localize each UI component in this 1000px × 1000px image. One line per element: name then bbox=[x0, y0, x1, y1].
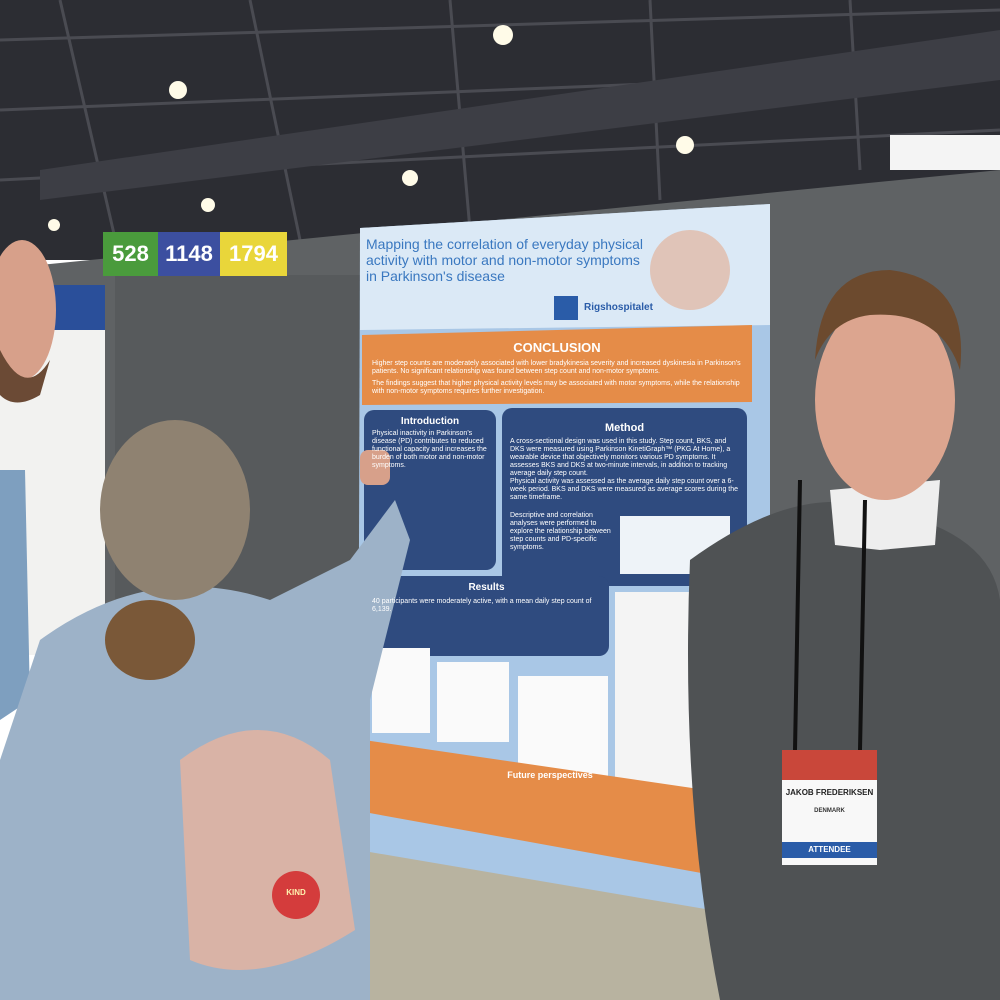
sign-number: 1148 bbox=[158, 232, 220, 276]
conclusion-point: The findings suggest that higher physica… bbox=[372, 380, 740, 396]
badge-name: JAKOB FREDERIKSEN bbox=[785, 788, 874, 797]
scatter-plot bbox=[437, 662, 509, 742]
future-band bbox=[364, 740, 740, 880]
region-logo bbox=[554, 296, 578, 320]
section-heading: Future perspectives bbox=[507, 770, 593, 780]
scatter-plot bbox=[372, 648, 430, 733]
section-heading: Introduction bbox=[400, 416, 460, 427]
scatter-plot bbox=[518, 676, 608, 776]
logo-tree bbox=[650, 230, 730, 310]
poster-title: Mapping the correlation of everyday phys… bbox=[366, 236, 644, 285]
method-point: Physical activity was assessed as the av… bbox=[510, 478, 739, 502]
backpack-patch bbox=[272, 871, 320, 919]
institution: Rigshospitalet bbox=[584, 302, 653, 313]
collar bbox=[830, 480, 940, 550]
sign-number: 1794 bbox=[220, 232, 287, 276]
lights bbox=[48, 25, 694, 231]
conclusion-band bbox=[362, 325, 752, 405]
backpack bbox=[180, 730, 355, 970]
intro-text: Physical inactivity in Parkinson's disea… bbox=[372, 430, 487, 470]
woman-hand bbox=[360, 450, 390, 485]
sign-number: 528 bbox=[103, 232, 158, 276]
badge-footer bbox=[782, 842, 877, 858]
duct bbox=[40, 30, 1000, 200]
woman-hair bbox=[100, 420, 250, 600]
person-left-head bbox=[0, 240, 56, 380]
beard bbox=[0, 350, 50, 403]
patch-text: KIND bbox=[286, 888, 306, 897]
section-heading: Method bbox=[604, 422, 645, 434]
conclusion-point: Higher step counts are moderately associ… bbox=[372, 360, 741, 376]
method-point: Descriptive and correlation analyses wer… bbox=[510, 512, 611, 552]
method-point: A cross-sectional design was used in thi… bbox=[510, 438, 731, 478]
results-text: 40 participants were moderately active, … bbox=[372, 598, 592, 614]
lanyard bbox=[793, 479, 867, 751]
man-hair bbox=[815, 270, 962, 370]
badge-header bbox=[782, 750, 877, 780]
person-left-shirt bbox=[0, 470, 30, 720]
section-heading: CONCLUSION bbox=[513, 340, 601, 355]
wall-panel bbox=[890, 135, 1000, 170]
results-box bbox=[364, 576, 609, 656]
section-heading: Results bbox=[468, 582, 505, 593]
badge-country: DENMARK bbox=[814, 808, 845, 814]
man-face bbox=[815, 300, 955, 500]
woman-ponytail bbox=[105, 600, 195, 680]
badge-role: ATTENDEE bbox=[808, 845, 851, 854]
